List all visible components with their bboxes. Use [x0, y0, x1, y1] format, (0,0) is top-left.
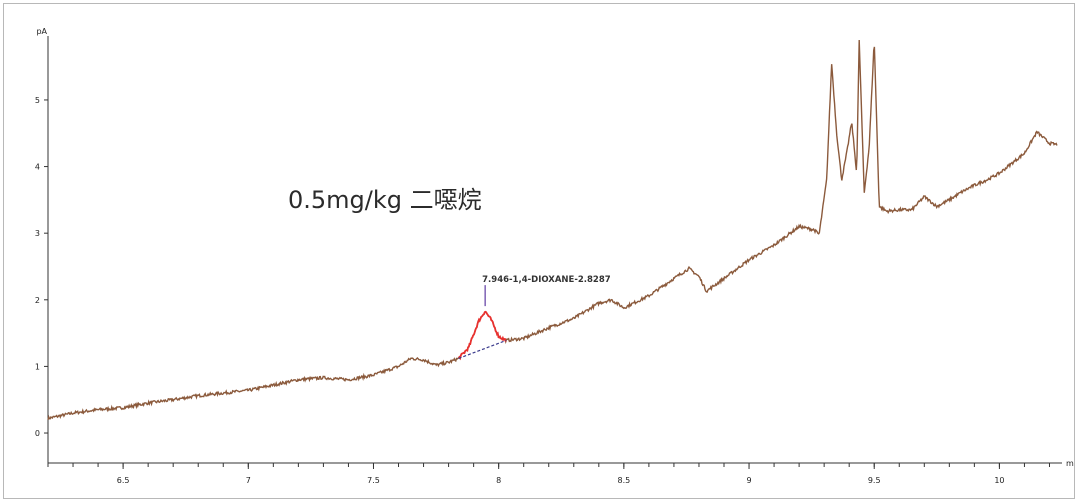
y-tick-label: 1: [35, 362, 40, 371]
x-tick-label: 7: [246, 476, 251, 485]
y-axis: pA 0 1 2 3 4 5: [35, 27, 49, 463]
x-tick-label: 10: [994, 476, 1004, 485]
x-tick-label: 9.5: [868, 476, 881, 485]
plot-area: [47, 39, 1058, 421]
peak-label: 7.946-1,4-DIOXANE-2.8287: [482, 275, 611, 285]
x-tick-label: 7.5: [367, 476, 380, 485]
peak-annotation: 7.946-1,4-DIOXANE-2.8287: [482, 275, 611, 307]
signal-trace: [47, 39, 1058, 421]
x-tick-label: 6.5: [117, 476, 130, 485]
chart-caption: 0.5mg/kg 二噁烷: [288, 186, 482, 214]
y-tick-label: 5: [35, 96, 40, 105]
x-tick-label: 8.5: [617, 476, 630, 485]
peak-baseline: [458, 339, 507, 359]
y-unit-label: pA: [36, 27, 47, 36]
x-axis: 6.5 7 7.5 8 8.5 9 9.5 10 m: [47, 459, 1074, 485]
x-unit-label: m: [1066, 459, 1074, 468]
integrated-peak: [458, 310, 507, 361]
y-tick-label: 0: [35, 429, 40, 438]
y-tick-label: 2: [35, 296, 40, 305]
chart-frame: [3, 3, 1075, 499]
x-tick-label: 9: [746, 476, 751, 485]
y-tick-label: 4: [35, 163, 40, 172]
x-tick-label: 8: [496, 476, 501, 485]
y-tick-label: 3: [35, 229, 40, 238]
